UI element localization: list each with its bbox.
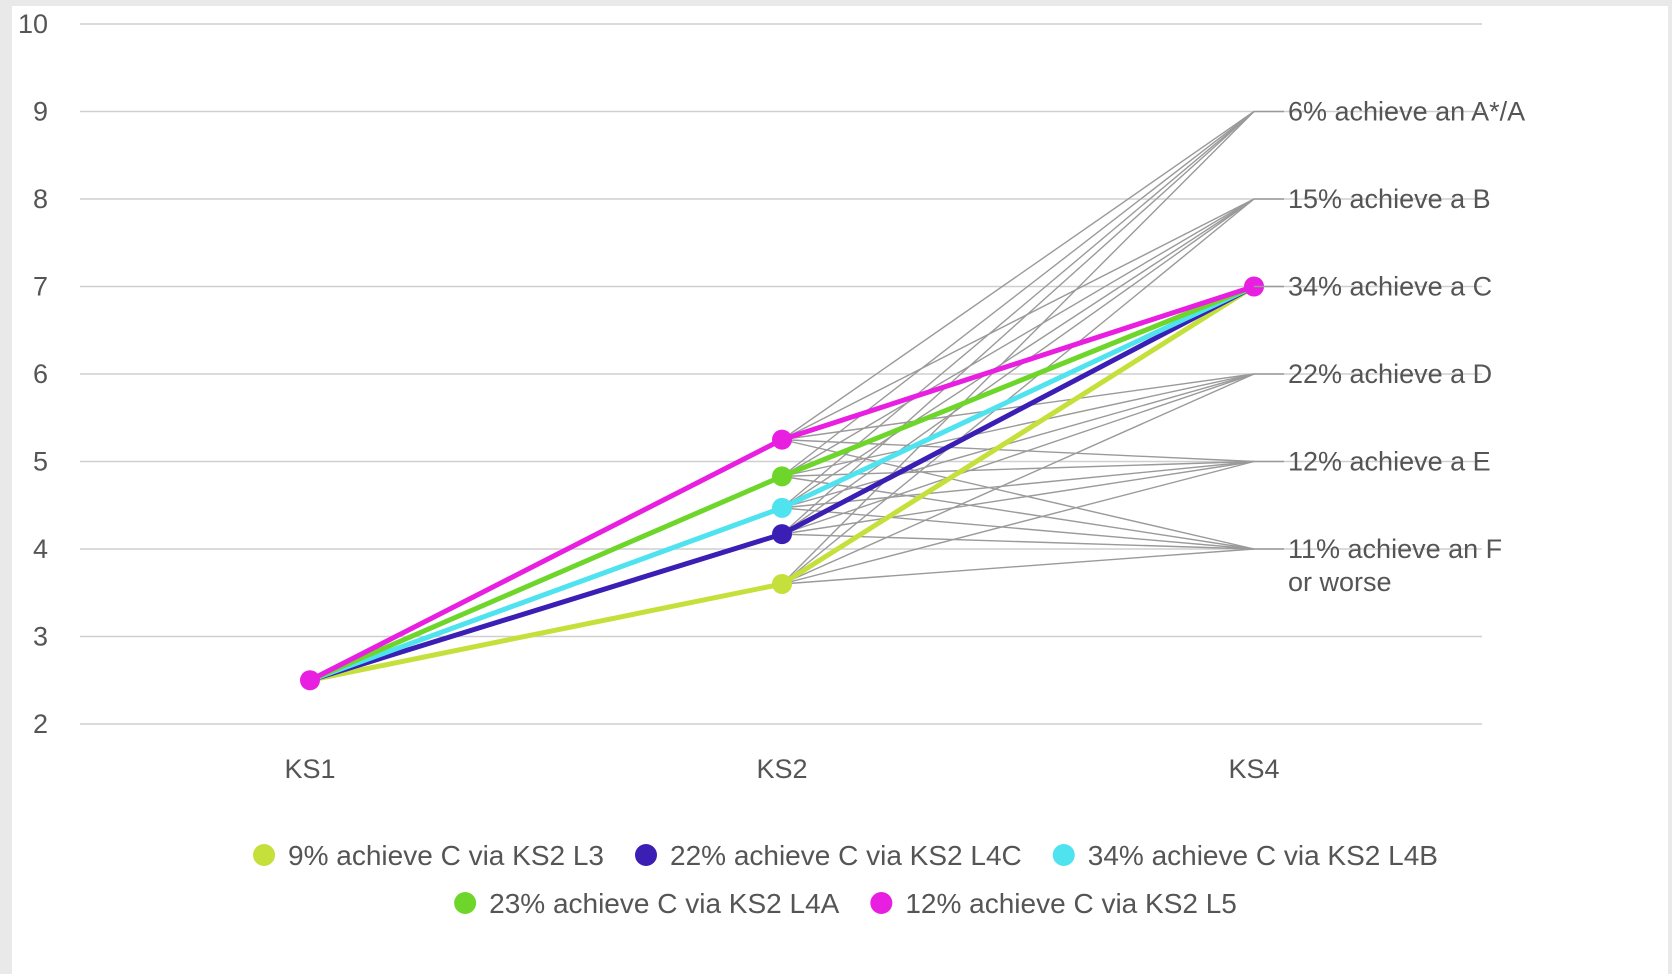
spread-line [781, 198, 1255, 585]
y-tick-label: 4 [33, 534, 48, 564]
legend-swatch [454, 892, 477, 914]
outcome-label: or worse [1288, 567, 1392, 597]
y-tick-label: 9 [33, 97, 48, 127]
y-tick-label: 3 [33, 622, 48, 652]
ks2-marker-0 [772, 574, 792, 594]
spread-line [781, 110, 1255, 535]
legend-label: 22% achieve C via KS2 L4C [670, 840, 1022, 871]
outcome-label: 12% achieve a E [1288, 447, 1491, 477]
line-chart: 2 3 4 5 6 7 8 9 10 KS1 KS2 KS4 6% achieve an A*/A 1… [18, 9, 1525, 919]
spread-line [781, 110, 1255, 509]
spread-line [781, 460, 1255, 535]
gridlines [80, 23, 1482, 725]
x-tick-label: KS4 [1228, 754, 1279, 784]
ks1-marker [300, 670, 320, 691]
spread-line [781, 507, 1255, 550]
spread-lines [781, 110, 1255, 585]
legend-label: 12% achieve C via KS2 L5 [905, 888, 1237, 919]
y-tick-label: 5 [33, 447, 48, 477]
outcome-label: 22% achieve a D [1288, 359, 1492, 389]
x-tick-label: KS2 [756, 754, 807, 784]
legend-item: 22% achieve C via KS2 L4C [635, 840, 1022, 871]
x-axis-ticks: KS1 KS2 KS4 [284, 754, 1279, 784]
spread-line [781, 460, 1255, 509]
legend-label: 34% achieve C via KS2 L4B [1088, 840, 1438, 871]
y-tick-label: 2 [33, 709, 48, 739]
legend-item: 34% achieve C via KS2 L4B [1052, 840, 1438, 871]
ks2-marker-2 [772, 497, 792, 518]
y-tick-label: 6 [33, 359, 48, 389]
y-tick-label: 8 [33, 184, 48, 214]
spread-line [781, 438, 1255, 550]
outcome-label: 11% achieve an F [1288, 534, 1502, 564]
spread-line [781, 460, 1255, 585]
spread-line [781, 373, 1255, 535]
legend-swatch [253, 844, 276, 866]
spread-line [781, 198, 1255, 441]
legend-swatch [1052, 844, 1075, 866]
spread-line [781, 111, 1255, 585]
y-tick-label: 7 [33, 272, 48, 302]
legend-item: 9% achieve C via KS2 L3 [253, 840, 604, 871]
outcome-label: 6% achieve an A*/A [1288, 97, 1525, 127]
spread-line [781, 460, 1255, 478]
series-markers [300, 276, 1264, 691]
spread-line [781, 198, 1255, 535]
chart-panel: 2 3 4 5 6 7 8 9 10 KS1 KS2 KS4 6% achieve an A*/A 1… [12, 6, 1668, 974]
outcome-label: 34% achieve a C [1288, 272, 1492, 302]
legend: 9% achieve C via KS2 L3 22% achieve C via… [253, 840, 1438, 919]
spread-line [781, 373, 1255, 478]
spread-line [781, 110, 1255, 477]
outcome-labels: 6% achieve an A*/A 15% achieve a B 34% ach… [1254, 97, 1525, 597]
spread-line [781, 548, 1255, 585]
y-tick-label: 10 [18, 9, 48, 39]
legend-item: 12% achieve C via KS2 L5 [870, 888, 1237, 919]
spread-line [781, 198, 1255, 509]
ks2-marker-4 [772, 429, 792, 450]
ks2-marker-1 [772, 524, 792, 545]
legend-item: 23% achieve C via KS2 L4A [454, 888, 840, 919]
spread-line [781, 373, 1255, 441]
legend-label: 23% achieve C via KS2 L4A [489, 888, 840, 919]
y-axis-ticks: 2 3 4 5 6 7 8 9 10 [18, 9, 48, 739]
ks2-marker-3 [772, 466, 792, 487]
legend-label: 9% achieve C via KS2 L3 [288, 840, 604, 871]
legend-swatch [635, 844, 657, 866]
spread-line [781, 198, 1255, 477]
spread-line [781, 475, 1255, 550]
x-tick-label: KS1 [284, 754, 335, 784]
legend-swatch [870, 892, 893, 914]
spread-line [781, 110, 1255, 441]
spread-line [781, 373, 1255, 509]
outcome-label: 15% achieve a B [1288, 184, 1491, 214]
spread-line [781, 373, 1255, 585]
